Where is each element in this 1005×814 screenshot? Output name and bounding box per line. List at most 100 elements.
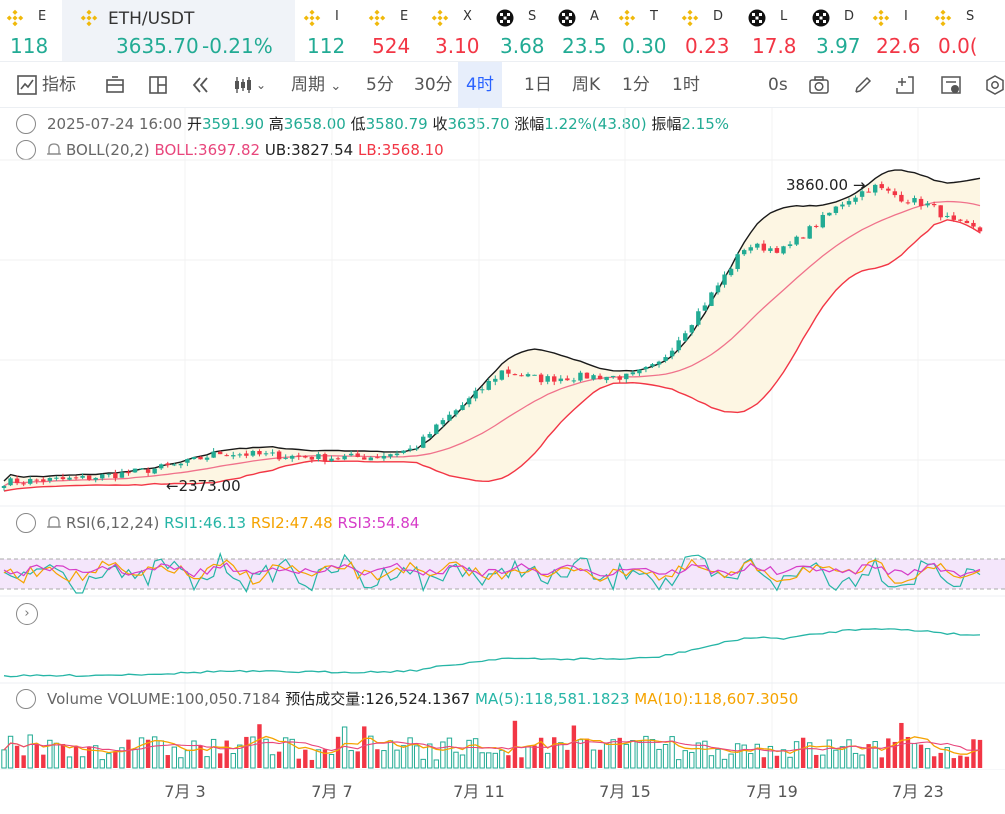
- candle-body: [34, 479, 39, 481]
- ticker-item[interactable]: ETH/USDT 3635.70 -0.21%: [62, 0, 295, 61]
- candle-body: [80, 476, 85, 478]
- volume-bar: [767, 745, 774, 769]
- volume-bar: [748, 753, 754, 769]
- volume-bar: [682, 750, 688, 769]
- collapse-chevron-icon[interactable]: [16, 689, 36, 709]
- candle-body: [100, 474, 105, 479]
- ticker-item[interactable]: D 3.97: [806, 0, 866, 61]
- volume-bar: [793, 741, 800, 769]
- candle-body: [421, 436, 426, 448]
- candle-body: [499, 370, 505, 380]
- ticker-item[interactable]: X 3.10: [425, 0, 490, 61]
- bell-icon[interactable]: [45, 141, 63, 159]
- volume-bar: [433, 759, 440, 769]
- expand-indicator-icon[interactable]: ›: [16, 603, 38, 625]
- interval-tab[interactable]: 1时: [672, 75, 700, 95]
- pencil-icon[interactable]: [852, 74, 874, 96]
- rsi1-line: [3, 551, 981, 594]
- volume-bar: [322, 749, 328, 768]
- ticker-item[interactable]: I 22.6: [866, 0, 928, 61]
- candle-body: [276, 451, 282, 460]
- ticker-item[interactable]: T 0.30: [612, 0, 675, 61]
- candle-type-icon[interactable]: [232, 74, 254, 96]
- camera-icon[interactable]: [808, 74, 830, 96]
- candle-body: [362, 457, 367, 460]
- bell-icon[interactable]: [45, 514, 63, 532]
- boll-mid-line: [3, 200, 981, 487]
- add-drawing-icon[interactable]: [894, 74, 916, 96]
- interval-tab[interactable]: 1日: [524, 75, 552, 95]
- candle-body: [715, 285, 721, 293]
- volume-bar: [53, 742, 60, 769]
- interval-tab[interactable]: 周K: [572, 75, 601, 95]
- volume-bar: [446, 737, 453, 769]
- candle-body: [14, 478, 20, 484]
- volume-bar: [14, 745, 20, 768]
- ticker-price: 112: [307, 34, 346, 58]
- volume-bar: [866, 744, 871, 768]
- collapse-chevron-icon[interactable]: [16, 513, 36, 533]
- volume-bar: [623, 743, 629, 769]
- volume-bar: [355, 751, 360, 768]
- ticker-item[interactable]: I 112: [297, 0, 362, 61]
- interval-tab[interactable]: 5分: [366, 75, 394, 95]
- volume-bar: [964, 756, 970, 768]
- rsi2-value: RSI2:47.48: [250, 514, 333, 532]
- candle-body: [322, 454, 328, 462]
- erase-drawings-icon[interactable]: [940, 74, 962, 96]
- indicator-icon[interactable]: [16, 74, 38, 96]
- ticker-change: -0.21%: [202, 34, 273, 58]
- candle-body: [931, 203, 937, 206]
- ticker-price: 118: [10, 34, 49, 58]
- ticker-item[interactable]: S 3.68: [490, 0, 552, 61]
- ticker-item[interactable]: D 0.23: [675, 0, 742, 61]
- volume-bar: [492, 752, 498, 769]
- candle-body: [820, 214, 825, 228]
- ticker-item[interactable]: E 524: [362, 0, 425, 61]
- ticker-item[interactable]: L 17.8: [742, 0, 806, 61]
- candle-body: [702, 305, 708, 311]
- candle-body: [388, 454, 393, 457]
- ticker-item[interactable]: S 0.0(: [928, 0, 1005, 61]
- rewind-icon[interactable]: [190, 74, 212, 96]
- settings-icon[interactable]: [984, 74, 1005, 96]
- collapse-chevron-icon[interactable]: [16, 114, 36, 134]
- candle-body: [172, 464, 177, 466]
- volume-bar: [394, 749, 400, 769]
- ticker-item[interactable]: A 23.5: [552, 0, 612, 61]
- candle-body: [781, 246, 786, 254]
- screenshot-layout-icon[interactable]: [104, 74, 126, 96]
- ticker-symbol: D: [844, 9, 855, 24]
- candle-body: [113, 473, 118, 479]
- candle-body: [21, 483, 26, 485]
- okx-icon: [748, 9, 766, 27]
- ticker-item[interactable]: E 118: [0, 0, 62, 61]
- volume-bar: [479, 752, 485, 769]
- period-dropdown[interactable]: 周期 ⌄: [291, 62, 341, 108]
- binance-icon: [368, 9, 386, 27]
- indicators-button[interactable]: 指标: [42, 75, 76, 95]
- candle-type-dropdown-icon[interactable]: ⌄: [256, 78, 267, 92]
- candle-body: [479, 389, 485, 391]
- candle-body: [696, 311, 701, 325]
- volume-bar: [689, 751, 695, 769]
- volume-bar: [303, 749, 308, 768]
- candle-body: [656, 361, 662, 365]
- interval-tab[interactable]: 4时: [458, 62, 502, 108]
- ticker-symbol: I: [904, 9, 908, 24]
- interval-tab[interactable]: 30分: [414, 75, 453, 95]
- change-value: 1.22%(43.80): [544, 115, 647, 133]
- volume-bar: [538, 737, 544, 768]
- date-tick-label: 7月 15: [599, 782, 651, 801]
- chart-canvas[interactable]: [0, 108, 1005, 770]
- volume-bar: [741, 744, 747, 769]
- interval-tab[interactable]: 1分: [622, 75, 650, 95]
- candle-body: [165, 463, 170, 466]
- candle-body: [741, 250, 747, 255]
- ticker-symbol: I: [335, 9, 339, 24]
- volume-bar: [486, 752, 492, 769]
- volume-bar: [217, 753, 223, 768]
- layout-split-icon[interactable]: [147, 74, 169, 96]
- candle-body: [545, 376, 550, 382]
- ticker-price: 3.10: [435, 34, 480, 58]
